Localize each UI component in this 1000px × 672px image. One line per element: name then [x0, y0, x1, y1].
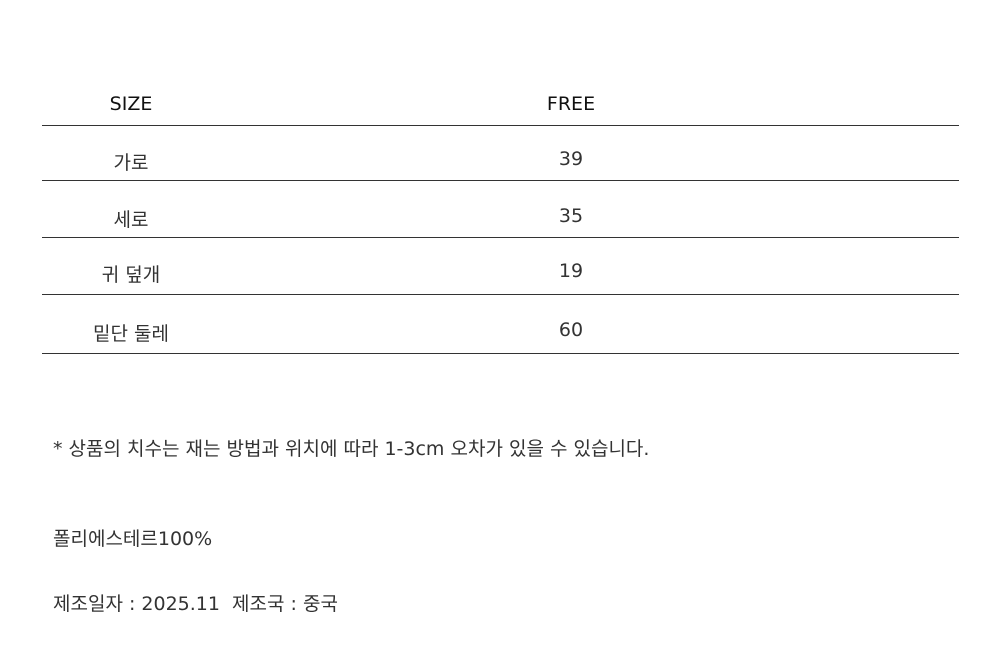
divider [42, 294, 959, 295]
row-label: 밑단 둘레 [93, 323, 169, 345]
header-size: SIZE [109, 93, 153, 115]
manufacture-info: 제조일자 : 2025.11 제조국 : 중국 [53, 593, 338, 615]
material-text: 폴리에스테르100% [53, 528, 213, 550]
divider [42, 180, 959, 181]
divider [42, 237, 959, 238]
row-value: 39 [558, 148, 584, 170]
row-label: 가로 [113, 152, 149, 174]
divider [42, 125, 959, 126]
header-free: FREE [546, 93, 596, 115]
divider [42, 353, 959, 354]
row-value: 19 [558, 260, 584, 282]
measurement-disclaimer: * 상품의 치수는 재는 방법과 위치에 따라 1-3cm 오차가 있을 수 있… [53, 438, 650, 460]
row-label: 귀 덮개 [101, 264, 161, 286]
row-value: 60 [558, 319, 584, 341]
row-value: 35 [558, 205, 584, 227]
row-label: 세로 [113, 209, 149, 231]
